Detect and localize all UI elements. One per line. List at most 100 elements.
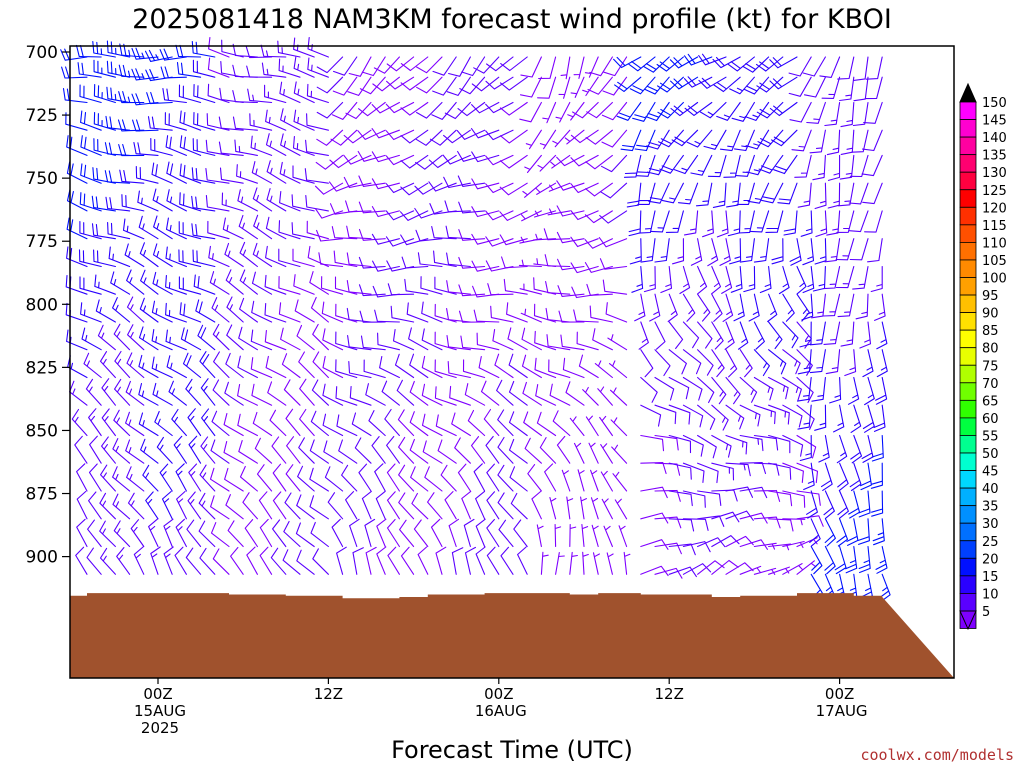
wind-barb (156, 436, 173, 464)
wind-barb (850, 404, 862, 433)
wind-barb (434, 386, 457, 406)
wind-barb (739, 376, 758, 403)
wind-barb (721, 265, 733, 294)
wind-barb (478, 355, 500, 379)
wind-barb (782, 462, 804, 483)
colorbar-swatch (959, 575, 977, 594)
wind-barb (179, 192, 202, 212)
wind-barb (171, 408, 187, 437)
wind-barb (334, 276, 358, 295)
wind-barb (823, 490, 835, 519)
wind-barb (226, 324, 244, 351)
wind-barb (836, 518, 849, 547)
wind-barb (330, 129, 358, 146)
wind-barb (668, 518, 695, 532)
wind-barb (161, 490, 173, 520)
wind-barb (640, 462, 667, 475)
wind-barb (746, 154, 770, 176)
wind-barb (236, 164, 258, 184)
x-tick-label: 2025 (141, 719, 179, 737)
wind-barb (462, 359, 486, 379)
wind-barb (654, 567, 683, 579)
y-tick-label: 850 (26, 421, 58, 441)
wind-barb (414, 207, 443, 219)
wind-barb (640, 565, 669, 577)
colorbar-swatch (959, 382, 977, 401)
wind-barb (150, 546, 161, 575)
wind-barb (324, 466, 344, 492)
wind-barb (310, 521, 329, 548)
wind-barb (837, 462, 849, 492)
wind-barb (249, 113, 273, 131)
colorbar-swatch (959, 452, 977, 471)
wind-barb (486, 546, 500, 575)
wind-barb (132, 119, 159, 132)
wind-barb (348, 56, 372, 77)
wind-barb (396, 379, 415, 406)
wind-barb (875, 545, 888, 574)
wind-barb (861, 154, 883, 177)
wind-barb (840, 129, 855, 155)
wind-barb (668, 566, 697, 578)
wind-barb (476, 332, 500, 351)
wind-barb (557, 258, 585, 271)
wind-barb (318, 252, 344, 268)
wind-barb (475, 518, 486, 548)
wind-barb (112, 297, 131, 323)
wind-barb (198, 520, 216, 548)
wind-barb (697, 560, 725, 575)
wind-barb (252, 242, 273, 268)
wind-barb (404, 278, 429, 295)
wind-barb (521, 327, 542, 351)
wind-barb (99, 520, 116, 548)
wind-barb (570, 76, 585, 98)
wind-barb (292, 165, 315, 184)
wind-barb (743, 265, 756, 293)
wind-barb (79, 84, 102, 104)
wind-barb (582, 386, 599, 406)
wind-barb (524, 154, 542, 174)
wind-barb (321, 301, 344, 323)
wind-barb (200, 378, 216, 406)
wind-barb (464, 546, 477, 575)
wind-barb (809, 349, 826, 374)
wind-barb (768, 404, 790, 425)
colorbar-label: 135 (982, 149, 1007, 164)
wind-barb (279, 190, 301, 212)
colorbar-label: 50 (982, 447, 999, 462)
wind-barb (76, 518, 88, 548)
wind-barb (386, 76, 415, 90)
wind-barb (135, 166, 159, 184)
wind-barb (61, 66, 88, 79)
wind-barb (605, 302, 628, 323)
wind-barb (188, 435, 202, 464)
wind-barb (836, 434, 848, 464)
wind-barb (682, 462, 705, 483)
wind-barb (509, 466, 528, 492)
wind-barb (770, 129, 798, 147)
wind-barb (535, 182, 557, 195)
wind-barb (771, 238, 784, 265)
wind-barb (99, 351, 116, 379)
wind-barb (413, 519, 429, 548)
wind-barb (697, 376, 715, 404)
colorbar-label: 65 (982, 394, 999, 409)
colorbar-swatch (959, 522, 977, 542)
wind-barb (824, 101, 841, 127)
wind-barb (499, 210, 528, 221)
wind-barb (312, 548, 329, 575)
wind-barb (131, 47, 159, 60)
wind-barb (461, 490, 472, 520)
wind-barb (698, 76, 727, 89)
wind-barb (125, 380, 145, 406)
wind-barb (711, 265, 722, 295)
colorbar-swatch (959, 154, 977, 173)
wind-barb (421, 301, 443, 323)
wind-barb (201, 408, 216, 437)
wind-barb (824, 238, 841, 263)
wind-barb (437, 439, 457, 464)
wind-barb (295, 522, 315, 548)
wind-barb (192, 59, 216, 78)
wind-barb (446, 280, 471, 295)
wind-barb (584, 238, 613, 249)
